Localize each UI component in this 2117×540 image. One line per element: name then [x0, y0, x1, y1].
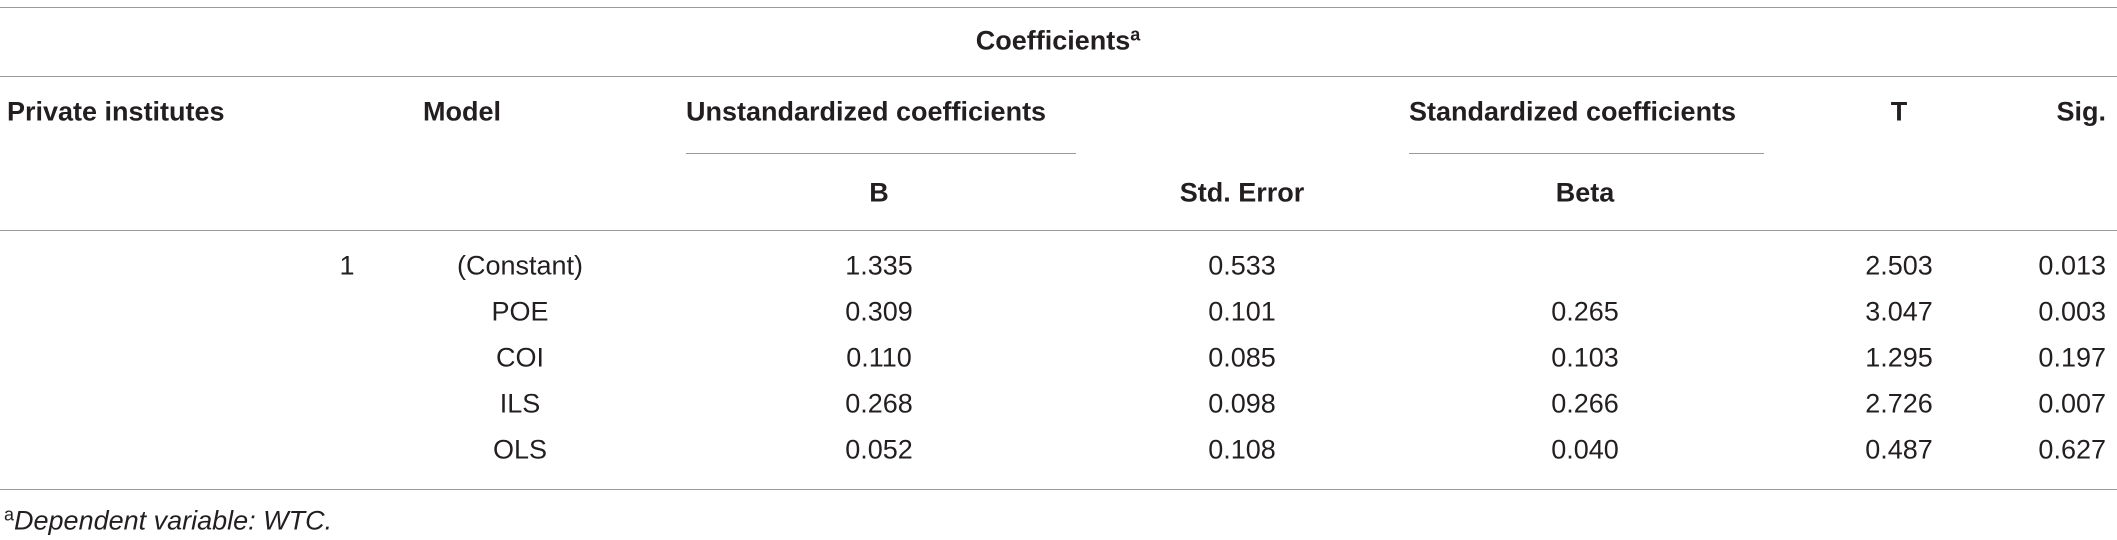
table-cell: 0.197: [2038, 342, 2106, 373]
column-header: Unstandardized coefficients: [686, 96, 1047, 127]
group-underline: [1409, 153, 1764, 154]
rule: [0, 230, 2117, 231]
table-cell: 0.101: [1208, 296, 1276, 327]
column-header: Private institutes: [7, 96, 225, 127]
subcolumn-header: Std. Error: [1179, 177, 1305, 208]
table-cell: 0.265: [1551, 296, 1619, 327]
table-cell: 0.003: [2038, 296, 2106, 327]
group-underline: [686, 153, 1076, 154]
table-cell: 0.533: [1208, 250, 1276, 281]
table-cell: 0.487: [1865, 434, 1933, 465]
table-title: Coefficientsa: [976, 26, 1141, 55]
rule: [0, 489, 2117, 490]
footnote: aDependent variable: WTC.: [4, 506, 332, 535]
table-cell: 0.110: [846, 342, 912, 373]
table-cell: 1.335: [845, 250, 913, 281]
table-cell: 0.052: [845, 434, 913, 465]
table-cell: OLS: [492, 434, 548, 465]
table-cell: 0.040: [1551, 434, 1619, 465]
table-cell: 0.098: [1208, 388, 1276, 419]
table-cell: 0.108: [1208, 434, 1276, 465]
column-header: Sig.: [2056, 96, 2106, 127]
column-header: Model: [423, 96, 501, 127]
table-cell: 0.627: [2038, 434, 2106, 465]
footnote-mark: a: [4, 504, 15, 525]
table-cell: 0.007: [2038, 388, 2106, 419]
table-cell: 3.047: [1865, 296, 1933, 327]
table-cell: COI: [495, 342, 545, 373]
table-cell: ILS: [499, 388, 541, 419]
rule: [0, 7, 2117, 8]
subcolumn-header: Beta: [1555, 177, 1615, 208]
column-header: T: [1890, 96, 1908, 127]
table-cell: 1: [339, 250, 355, 281]
table-cell: (Constant): [456, 250, 584, 281]
table-cell: 2.726: [1865, 388, 1933, 419]
table-cell: 0.085: [1208, 342, 1276, 373]
table-cell: 0.268: [845, 388, 913, 419]
table-cell: 0.013: [2038, 250, 2106, 281]
table-cell: 1.295: [1865, 342, 1933, 373]
title-text: Coefficients: [975, 25, 1131, 56]
subcolumn-header: B: [869, 177, 889, 208]
table-cell: 0.309: [845, 296, 913, 327]
table-cell: 2.503: [1865, 250, 1933, 281]
column-header: Standardized coefficients: [1409, 96, 1737, 127]
title-note: a: [1130, 24, 1141, 45]
table-cell: 0.103: [1551, 342, 1619, 373]
rule: [0, 76, 2117, 77]
table-cell: POE: [491, 296, 549, 327]
table-cell: 0.266: [1551, 388, 1619, 419]
footnote-text: Dependent variable: WTC.: [14, 505, 333, 536]
